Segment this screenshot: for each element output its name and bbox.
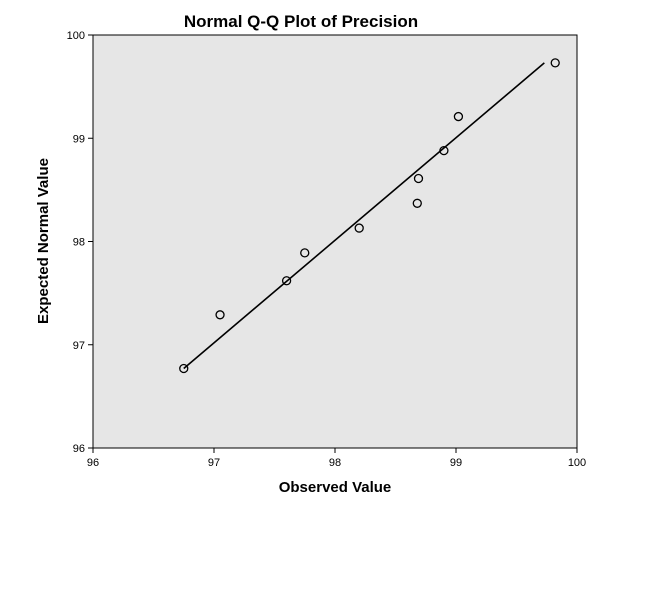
data-point [300,248,310,258]
data-point [215,310,225,320]
data-point [412,198,422,208]
y-axis-label: Expected Normal Value [35,158,52,324]
x-tick-label: 98 [329,457,341,469]
data-point [281,276,292,286]
x-tick-label: 97 [208,457,220,469]
chart-title: Normal Q-Q Plot of Precision [184,12,418,31]
data-point [439,145,449,156]
x-tick-label: 100 [568,457,586,469]
x-axis-ticks: 96 97 98 99 100 [87,448,586,469]
x-tick-label: 96 [87,457,99,469]
reference-line [183,62,545,370]
y-tick-label: 98 [73,237,85,249]
y-tick-label: 99 [73,133,85,145]
x-axis-label: Observed Value [279,479,392,496]
y-tick-label: 97 [73,340,85,352]
data-point [413,173,424,184]
y-tick-label: 96 [73,443,85,455]
x-tick-label: 99 [450,457,462,469]
data-point [179,363,189,374]
y-tick-label: 100 [67,30,85,42]
data-point [354,223,364,233]
data-point [550,58,560,68]
y-axis-ticks: 96 97 98 99 100 [67,30,93,455]
data-point [453,111,464,122]
data-points [179,58,560,374]
